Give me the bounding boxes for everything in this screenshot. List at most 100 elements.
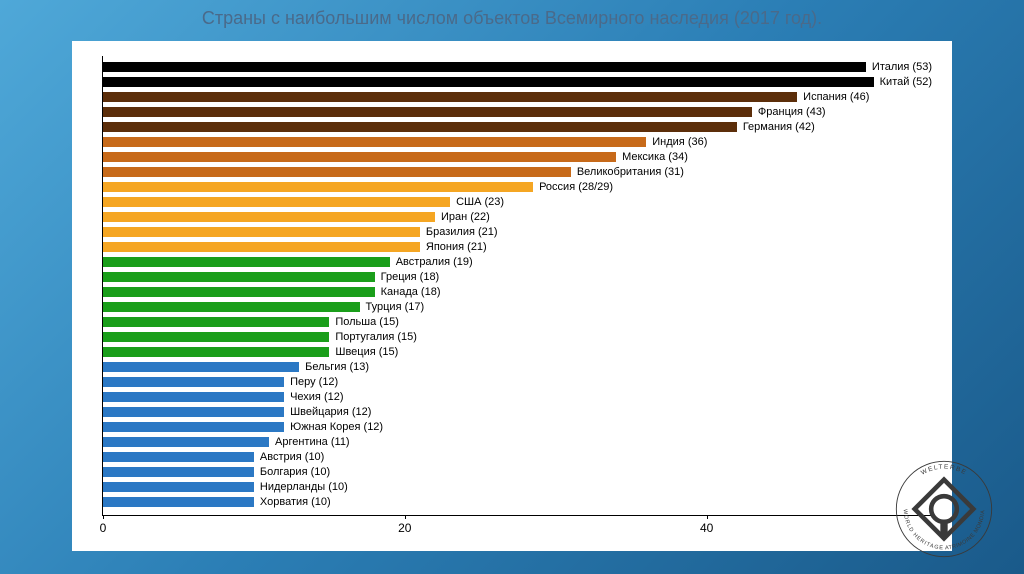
bar-label: США (23) [456, 196, 504, 208]
bar-label: Аргентина (11) [275, 436, 350, 448]
bar-row: Канада (18) [103, 287, 932, 297]
bar-label: Перу (12) [290, 376, 338, 388]
bar [103, 137, 646, 147]
bar-row: Чехия (12) [103, 392, 932, 402]
x-tick-label: 40 [700, 521, 713, 535]
bar-label: Польша (15) [335, 316, 399, 328]
bar [103, 122, 737, 132]
bar [103, 62, 866, 72]
bar-label: Турция (17) [366, 301, 425, 313]
bar [103, 107, 752, 117]
x-tick-mark [103, 515, 104, 519]
chart-title: Страны с наибольшим числом объектов Всем… [0, 0, 1024, 41]
bar-row: Аргентина (11) [103, 437, 932, 447]
bar [103, 272, 375, 282]
bar-row: Перу (12) [103, 377, 932, 387]
bar-label: Испания (46) [803, 91, 869, 103]
bar-row: Южная Корея (12) [103, 422, 932, 432]
bar-label: Германия (42) [743, 121, 815, 133]
bar-label: Швейцария (12) [290, 406, 371, 418]
x-tick-mark [707, 515, 708, 519]
bar [103, 407, 284, 417]
logo-text-top: WELTERBE [920, 464, 968, 477]
bar [103, 482, 254, 492]
bar [103, 497, 254, 507]
bar [103, 212, 435, 222]
bar-label: Хорватия (10) [260, 496, 331, 508]
bar [103, 167, 571, 177]
bar [103, 437, 269, 447]
bar [103, 362, 299, 372]
x-tick-mark [405, 515, 406, 519]
bar [103, 467, 254, 477]
bar [103, 347, 329, 357]
bar-row: Турция (17) [103, 302, 932, 312]
bar-row: Австрия (10) [103, 452, 932, 462]
bar-row: США (23) [103, 197, 932, 207]
bar-row: Швейцария (12) [103, 407, 932, 417]
x-tick-label: 20 [398, 521, 411, 535]
bar-label: Мексика (34) [622, 151, 688, 163]
bar-row: Австралия (19) [103, 257, 932, 267]
svg-text:WELTERBE: WELTERBE [920, 464, 968, 477]
bar [103, 77, 874, 87]
bar-label: Болгария (10) [260, 466, 330, 478]
bar-label: Италия (53) [872, 61, 932, 73]
bar-row: Германия (42) [103, 122, 932, 132]
bar-label: Бразилия (21) [426, 226, 498, 238]
bar-label: Бельгия (13) [305, 361, 369, 373]
bar-row: Бельгия (13) [103, 362, 932, 372]
bar-row: Япония (21) [103, 242, 932, 252]
bar-label: Иран (22) [441, 211, 490, 223]
bar-label: Нидерланды (10) [260, 481, 348, 493]
bar-label: Япония (21) [426, 241, 487, 253]
bar [103, 242, 420, 252]
bar-row: Нидерланды (10) [103, 482, 932, 492]
bar-label: Южная Корея (12) [290, 421, 383, 433]
bar [103, 317, 329, 327]
bar-label: Канада (18) [381, 286, 441, 298]
bar-row: Греция (18) [103, 272, 932, 282]
bar [103, 377, 284, 387]
bar-row: Россия (28/29) [103, 182, 932, 192]
bar-label: Индия (36) [652, 136, 707, 148]
bar-row: Португалия (15) [103, 332, 932, 342]
logo-diamond-icon [915, 480, 974, 539]
bar-row: Великобритания (31) [103, 167, 932, 177]
bar [103, 197, 450, 207]
chart-area: Италия (53) Китай (52) Испания (46) Франция… [102, 56, 932, 516]
bar-label: Чехия (12) [290, 391, 343, 403]
bar-label: Швеция (15) [335, 346, 398, 358]
bar-row: Италия (53) [103, 62, 932, 72]
bar-row: Иран (22) [103, 212, 932, 222]
bar-label: Китай (52) [880, 76, 932, 88]
bar [103, 287, 375, 297]
bar-label: Франция (43) [758, 106, 826, 118]
bar-row: Болгария (10) [103, 467, 932, 477]
bar-row: Швеция (15) [103, 347, 932, 357]
bar-row: Франция (43) [103, 107, 932, 117]
bar [103, 422, 284, 432]
x-tick-label: 0 [100, 521, 107, 535]
unesco-world-heritage-logo: WELTERBE WORLD HERITAGE PATRIMOINE MONDI… [889, 454, 999, 564]
bar [103, 257, 390, 267]
bar [103, 152, 616, 162]
bar-row: Бразилия (21) [103, 227, 932, 237]
bar-row: Китай (52) [103, 77, 932, 87]
bar-row: Испания (46) [103, 92, 932, 102]
bar-row: Хорватия (10) [103, 497, 932, 507]
bar [103, 392, 284, 402]
bar-row: Польша (15) [103, 317, 932, 327]
bar-label: Великобритания (31) [577, 166, 684, 178]
bar [103, 332, 329, 342]
bar [103, 452, 254, 462]
bar [103, 182, 533, 192]
bar [103, 302, 360, 312]
chart-container: Италия (53) Китай (52) Испания (46) Франция… [72, 41, 952, 551]
bar [103, 227, 420, 237]
bar-row: Индия (36) [103, 137, 932, 147]
bar-label: Австрия (10) [260, 451, 324, 463]
bar-row: Мексика (34) [103, 152, 932, 162]
bar-label: Россия (28/29) [539, 181, 613, 193]
bar-label: Португалия (15) [335, 331, 417, 343]
